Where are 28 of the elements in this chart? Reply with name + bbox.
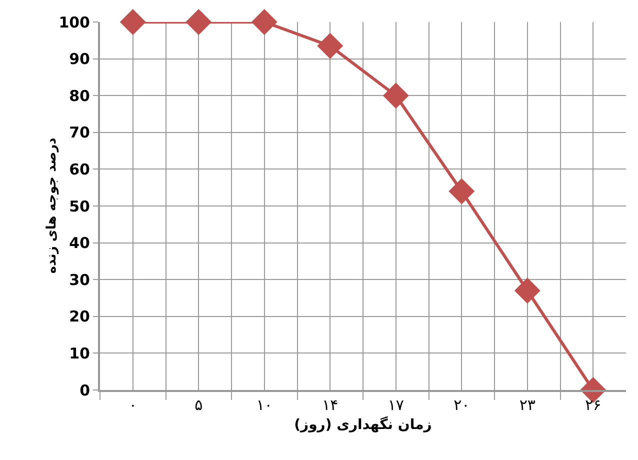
x-tick-label: ۱۴ xyxy=(322,396,338,414)
y-tick-label: 100 xyxy=(58,13,90,32)
y-tick-label: 50 xyxy=(69,197,90,216)
point xyxy=(120,9,146,35)
point xyxy=(382,82,409,109)
point xyxy=(317,32,344,59)
y-tick-label: 30 xyxy=(69,270,90,289)
point xyxy=(514,278,540,304)
x-tick-label: ۲۰ xyxy=(454,396,470,414)
y-tick-label: 90 xyxy=(69,50,90,68)
x-tick-label: ۱۰ xyxy=(256,396,272,414)
y-tick-label: 60 xyxy=(69,160,90,178)
y-tick-label: 40 xyxy=(69,234,90,252)
x-tick-label: ۲۳ xyxy=(519,396,536,414)
y-tick-label: 70 xyxy=(69,124,90,142)
point xyxy=(186,9,212,35)
point xyxy=(448,178,475,204)
x-tick-label: ۵ xyxy=(194,396,203,414)
x-tick-label: ۱۷ xyxy=(388,396,404,414)
x-tick-label: ۰ xyxy=(128,396,137,414)
y-tick-label: 0 xyxy=(80,381,90,400)
y-tick-label: 80 xyxy=(69,86,90,105)
y-axis-title: درصد جوجه های زنده xyxy=(44,137,60,274)
x-tick-label: ۲۶ xyxy=(585,396,602,414)
y-tick-label: 10 xyxy=(69,344,90,362)
y-tick-label: 20 xyxy=(69,308,90,326)
point xyxy=(251,9,278,35)
x-axis-title: زمان نگهداری (روز) xyxy=(294,416,432,433)
